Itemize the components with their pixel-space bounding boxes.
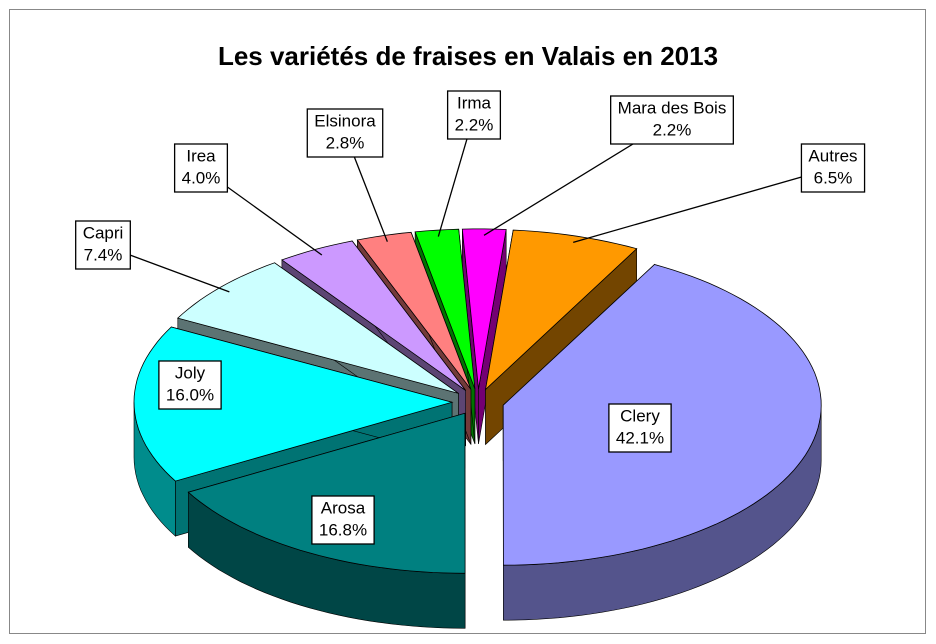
pie-slice (187, 412, 466, 629)
data-label-name: Mara des Bois (618, 98, 727, 117)
slice-top (176, 262, 459, 394)
data-label-box (306, 108, 384, 158)
data-label-name: Clery (620, 406, 660, 425)
slice-top (187, 412, 466, 574)
data-label-box (311, 495, 375, 545)
data-label-box (75, 220, 131, 270)
data-label-value: 2.2% (653, 120, 692, 139)
data-label-box (610, 95, 734, 145)
data-label-value: 6.5% (814, 168, 853, 187)
chart-title: Les variétés de fraises en Valais en 201… (218, 41, 718, 71)
data-label-name: Irea (186, 146, 216, 165)
data-label-name: Irma (457, 93, 492, 112)
data-label-value: 4.0% (182, 168, 221, 187)
data-label-box (173, 143, 229, 193)
leader-line (573, 167, 834, 243)
slice-top (281, 240, 467, 391)
data-label-value: 42.1% (616, 428, 664, 447)
slice-top (356, 231, 472, 390)
slice-top (484, 229, 638, 391)
data-label-name: Autres (808, 146, 857, 165)
data-label-box (158, 360, 222, 410)
data-label-box (608, 403, 672, 453)
data-label-value: 2.2% (455, 115, 494, 134)
data-label-value: 2.8% (326, 133, 365, 152)
slice-top (461, 228, 507, 389)
data-label-name: Elsinora (314, 111, 376, 130)
data-label-value: 7.4% (84, 245, 123, 264)
data-label-box (446, 90, 502, 140)
data-label-name: Joly (175, 363, 206, 382)
data-label-name: Capri (83, 223, 124, 242)
data-label-box (800, 143, 866, 193)
slice-top (414, 228, 476, 390)
data-label-value: 16.0% (166, 385, 214, 404)
data-label-value: 16.8% (319, 520, 367, 539)
data-label-name: Arosa (321, 498, 366, 517)
